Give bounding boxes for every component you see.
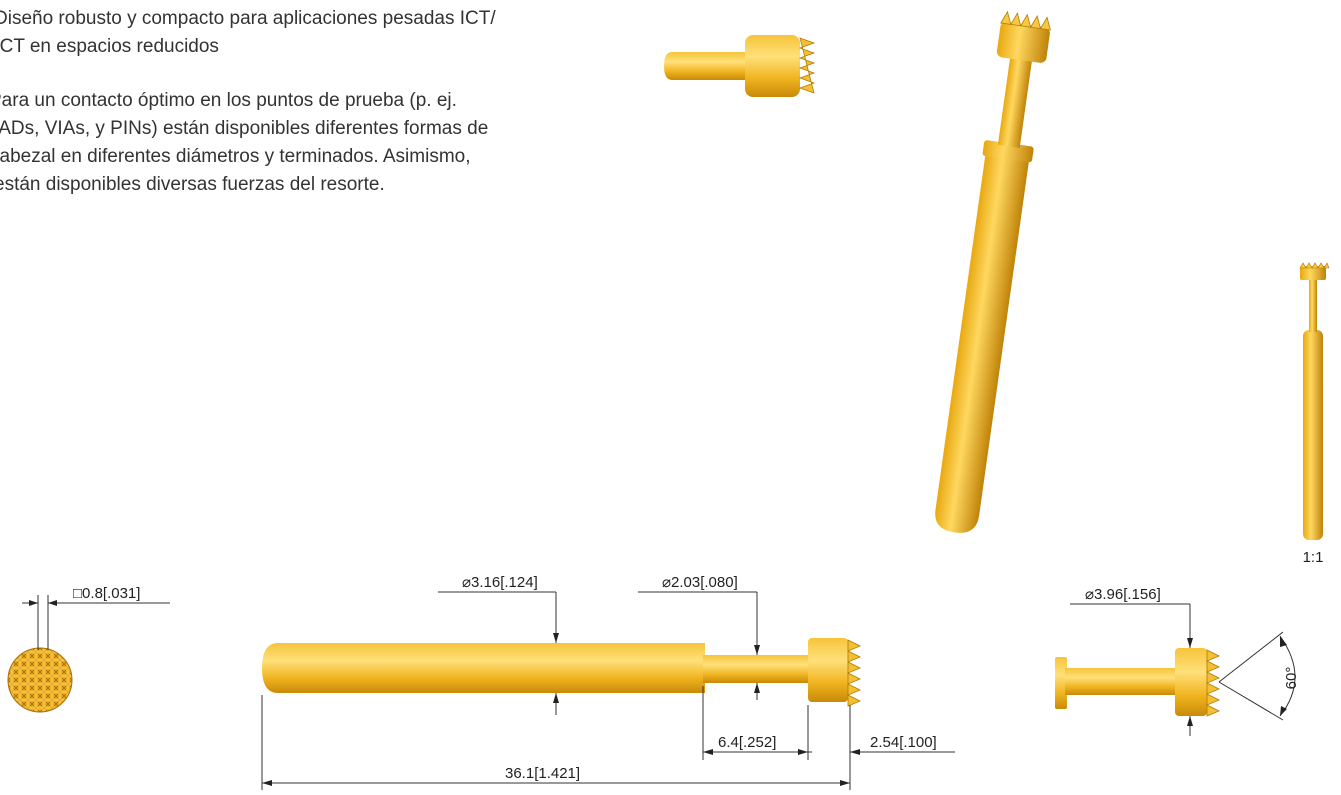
- dimension: 6.4[.252]: [718, 734, 776, 751]
- text-line: Para un contacto óptimo en los puntos de…: [0, 90, 457, 111]
- dimension: □0.8[.031]: [73, 585, 140, 602]
- pin-side-3d: [664, 35, 814, 97]
- dimension: 2.54[.100]: [870, 734, 937, 751]
- text-line: PADs, VIAs, y PINs) están disponibles di…: [0, 118, 488, 139]
- pin-3d: [930, 11, 1052, 536]
- scale-label: 1:1: [1303, 549, 1324, 566]
- dimension: 60°: [1283, 667, 1300, 690]
- text-line: Diseño robusto y compacto para aplicacio…: [0, 8, 496, 29]
- text-line: FCT en espacios reducidos: [0, 36, 219, 57]
- description: Diseño robusto y compacto para aplicacio…: [0, 8, 496, 195]
- dimension: ⌀3.96[.156]: [1085, 586, 1161, 603]
- pin-side-view: ⌀3.16[.124] ⌀2.03[.080] 6.4[.252] 2.54[.…: [262, 574, 955, 790]
- pin-actual-size: 1:1: [1300, 263, 1329, 566]
- text-line: cabezal en diferentes diámetros y termin…: [0, 146, 471, 167]
- pin-head-view: ⌀3.96[.156] 60°: [1055, 586, 1300, 736]
- page: Diseño robusto y compacto para aplicacio…: [0, 0, 1341, 790]
- dimension: ⌀3.16[.124]: [462, 574, 538, 591]
- dimension: 36.1[1.421]: [505, 765, 580, 782]
- text-line: están disponibles diversas fuerzas del r…: [0, 174, 385, 195]
- tip-view: □0.8[.031]: [8, 585, 170, 712]
- dimension: ⌀2.03[.080]: [662, 574, 738, 591]
